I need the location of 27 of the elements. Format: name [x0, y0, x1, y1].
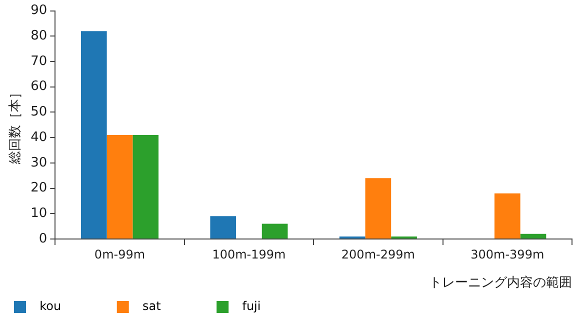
y-tick-label: 0 [38, 231, 48, 246]
bar [365, 178, 392, 238]
bar [520, 234, 546, 238]
bar [262, 224, 288, 238]
bar [494, 193, 520, 238]
bar [132, 135, 159, 238]
y-tick-label: 70 [30, 54, 48, 69]
y-tick-label: 60 [30, 79, 48, 94]
legend-label: fuji [234, 299, 306, 314]
y-tick-label: 30 [30, 155, 48, 170]
x-tick-label: 300m-399m [470, 247, 544, 262]
y-tick-label: 10 [30, 206, 48, 222]
bar [106, 135, 133, 238]
y-tick-label: 40 [30, 130, 48, 145]
y-tick-label: 80 [30, 28, 48, 44]
x-tick-label: 0m-99m [94, 247, 146, 262]
y-axis-title: 総回数［本］ [8, 86, 24, 165]
legend-label: kou [32, 299, 107, 314]
y-tick-label: 50 [30, 104, 48, 120]
y-tick-label: 20 [30, 180, 48, 196]
bar [80, 31, 107, 238]
bar [210, 216, 236, 238]
x-tick-label: 200m-299m [341, 247, 415, 262]
y-tick-label: 90 [30, 3, 48, 18]
x-axis-title: トレーニング内容の範囲 [429, 274, 572, 291]
legend-label: sat [134, 299, 207, 314]
x-tick-label: 100m-199m [212, 247, 286, 262]
